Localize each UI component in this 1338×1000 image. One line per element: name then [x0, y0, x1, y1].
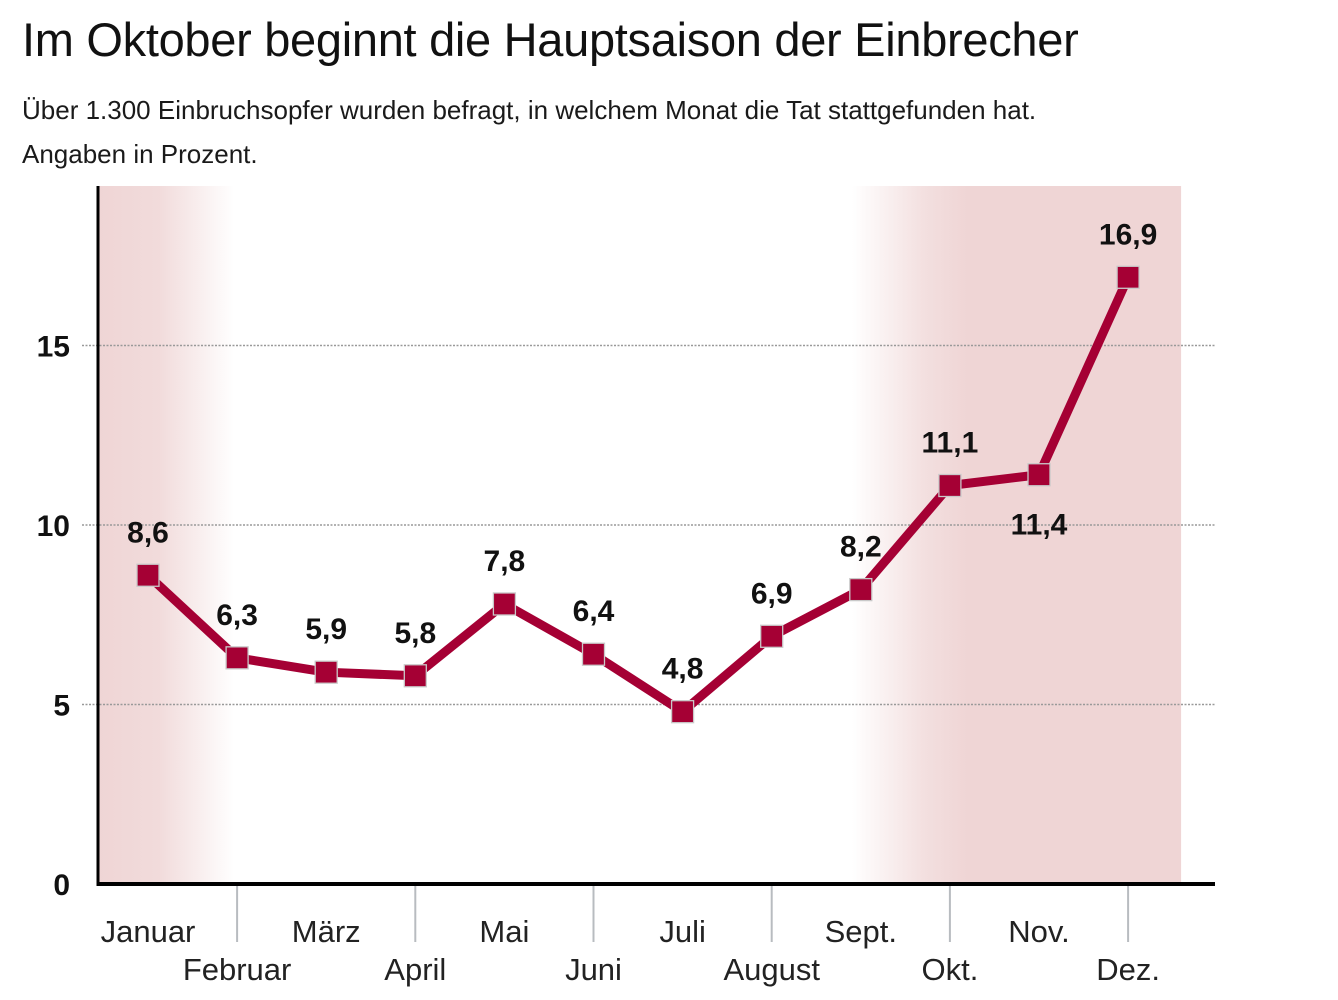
chart-title: Im Oktober beginnt die Hauptsaison der E…: [22, 13, 1079, 66]
x-tick-label: Dez.: [1096, 952, 1160, 987]
y-tick-label: 10: [37, 510, 70, 543]
chart-subtitle: Über 1.300 Einbruchsopfer wurden befragt…: [22, 88, 1036, 176]
shade-winter-start: [98, 186, 235, 884]
data-point-marker: [225, 646, 249, 670]
data-label: 11,1: [922, 427, 979, 460]
data-point-marker: [492, 592, 517, 616]
data-label: 16,9: [1099, 218, 1157, 251]
y-tick-label: 5: [53, 690, 70, 723]
y-tick-labels: 0 5 10 15: [37, 331, 70, 903]
data-point-marker: [136, 563, 160, 587]
data-label: 6,9: [751, 577, 793, 610]
x-tick-label: Juni: [565, 952, 622, 987]
subtitle-line-2: Angaben in Prozent.: [22, 139, 258, 169]
data-label: 4,8: [662, 653, 704, 686]
data-label: 6,4: [573, 595, 615, 628]
data-label: 7,8: [484, 545, 526, 578]
data-point-marker: [760, 624, 784, 648]
data-labels: 8,6 6,3 5,9 5,8 7,8 6,4 4,8 6,9 8,2 11,1 11,4 16,9: [127, 218, 1157, 685]
subtitle-line-1: Über 1.300 Einbruchsopfer wurden befragt…: [22, 95, 1037, 125]
x-tick-label: April: [384, 952, 446, 987]
data-point-marker: [581, 642, 606, 666]
x-tick-label: März: [292, 914, 361, 949]
data-label: 11,4: [1011, 509, 1068, 542]
x-tick-label: August: [723, 952, 820, 987]
data-label: 8,6: [127, 516, 169, 549]
data-point-marker: [938, 473, 962, 498]
data-point-marker: [1116, 265, 1140, 289]
data-point-marker: [849, 577, 873, 602]
x-tick-label: Juli: [659, 914, 706, 949]
data-point-marker: [1027, 463, 1051, 487]
y-tick-label: 0: [53, 869, 70, 902]
y-tick-label: 15: [37, 331, 70, 364]
x-tick-label: Nov.: [1008, 914, 1069, 949]
x-tick-label: Okt.: [921, 952, 978, 987]
data-series: [136, 265, 1140, 724]
x-tick-label: Februar: [183, 952, 292, 987]
x-tick-label: Januar: [101, 914, 196, 949]
x-tick-label: Sept.: [825, 914, 897, 949]
data-label: 5,8: [394, 617, 436, 650]
data-label: 6,3: [216, 599, 258, 632]
data-point-marker: [314, 660, 338, 684]
data-point-marker: [670, 700, 695, 724]
data-label: 8,2: [840, 531, 882, 564]
series-line: [144, 275, 1133, 717]
data-point-marker: [403, 664, 427, 688]
x-tick-label: Mai: [479, 914, 529, 949]
axes: [96, 186, 1215, 942]
data-label: 5,9: [305, 613, 347, 646]
